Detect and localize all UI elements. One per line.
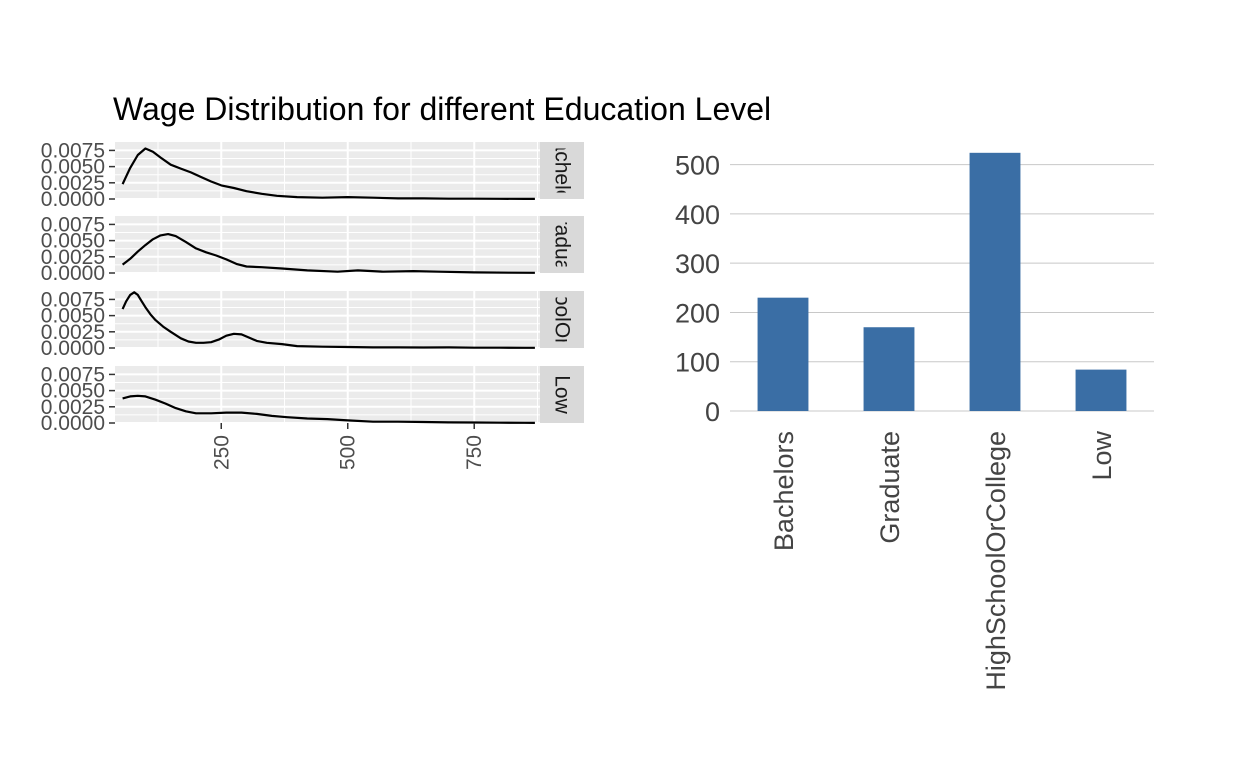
bar-x-tick-label: HighSchoolOrCollege xyxy=(981,431,1011,691)
facet-strip-label: Low xyxy=(551,375,574,414)
y-tick-label: 0.0025 xyxy=(41,172,105,195)
y-tick-label: 0.0075 xyxy=(41,363,105,386)
y-tick-label: 0.0050 xyxy=(41,156,105,179)
facet-strip xyxy=(540,291,584,348)
y-tick-label: 0.0075 xyxy=(41,213,105,236)
bar-x-tick-label: Graduate xyxy=(875,431,905,544)
bar-low xyxy=(1075,369,1127,411)
facet-strip-label: radua xyxy=(551,218,574,272)
panel-background xyxy=(115,216,540,273)
y-tick-label: 0.0000 xyxy=(41,188,105,211)
facet-strip xyxy=(540,142,584,199)
y-tick-label: 0.0050 xyxy=(41,380,105,403)
y-tick-label: 0.0075 xyxy=(41,139,105,162)
bar-y-tick-label: 400 xyxy=(675,200,720,230)
x-tick-label: 250 xyxy=(210,435,233,470)
bar-bachelors xyxy=(757,297,809,411)
bar-y-tick-label: 100 xyxy=(675,348,720,378)
chart-title: Wage Distribution for different Educatio… xyxy=(113,91,771,127)
y-tick-label: 0.0000 xyxy=(41,412,105,435)
panel-background xyxy=(115,291,540,348)
density-line-bachelors xyxy=(121,147,535,200)
bar-x-tick-label: Bachelors xyxy=(769,431,799,551)
x-tick-label: 500 xyxy=(337,435,360,470)
bar-x-tick-label: Low xyxy=(1087,430,1117,480)
y-tick-label: 0.0025 xyxy=(41,321,105,344)
density-line-graduate xyxy=(121,233,535,274)
panel-background xyxy=(115,366,540,423)
y-tick-label: 0.0025 xyxy=(41,246,105,269)
y-tick-label: 0.0050 xyxy=(41,230,105,253)
bar-y-tick-label: 0 xyxy=(705,397,720,427)
bar-chart: 0 100 200 300 400 500 Bachelors Graduate HighSch… xyxy=(675,151,1154,691)
facet-strip-label: oolOr xyxy=(551,294,574,345)
facet-strip xyxy=(540,216,584,273)
bar-y-tick-label: 200 xyxy=(675,298,720,328)
facet-strip-label: achelo xyxy=(551,140,574,202)
y-tick-label: 0.0000 xyxy=(41,337,105,360)
density-line-highschoolorcollege xyxy=(121,291,535,349)
y-tick-label: 0.0000 xyxy=(41,262,105,285)
y-tick-label: 0.0025 xyxy=(41,396,105,419)
facet-strip xyxy=(540,366,584,423)
x-tick-label: 750 xyxy=(463,435,486,470)
bar-highschoolorcollege xyxy=(969,152,1021,411)
y-tick-label: 0.0075 xyxy=(41,288,105,311)
bar-y-tick-label: 500 xyxy=(675,151,720,181)
density-line-low xyxy=(122,394,535,424)
bar-graduate xyxy=(863,327,915,411)
bar-y-tick-label: 300 xyxy=(675,249,720,279)
y-tick-label: 0.0050 xyxy=(41,305,105,328)
